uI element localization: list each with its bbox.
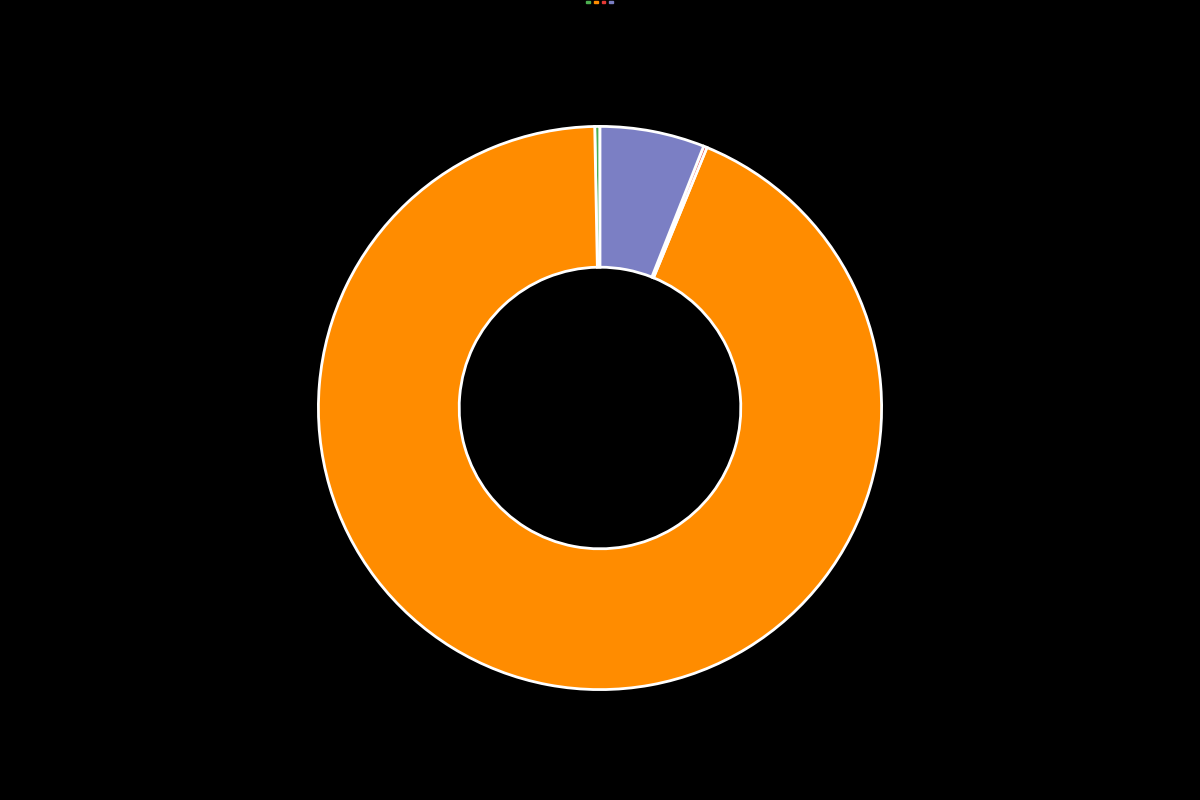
Legend: , , , : , , , <box>586 0 614 3</box>
Wedge shape <box>318 126 882 690</box>
Wedge shape <box>600 126 703 277</box>
Wedge shape <box>652 146 707 278</box>
Wedge shape <box>595 126 600 267</box>
